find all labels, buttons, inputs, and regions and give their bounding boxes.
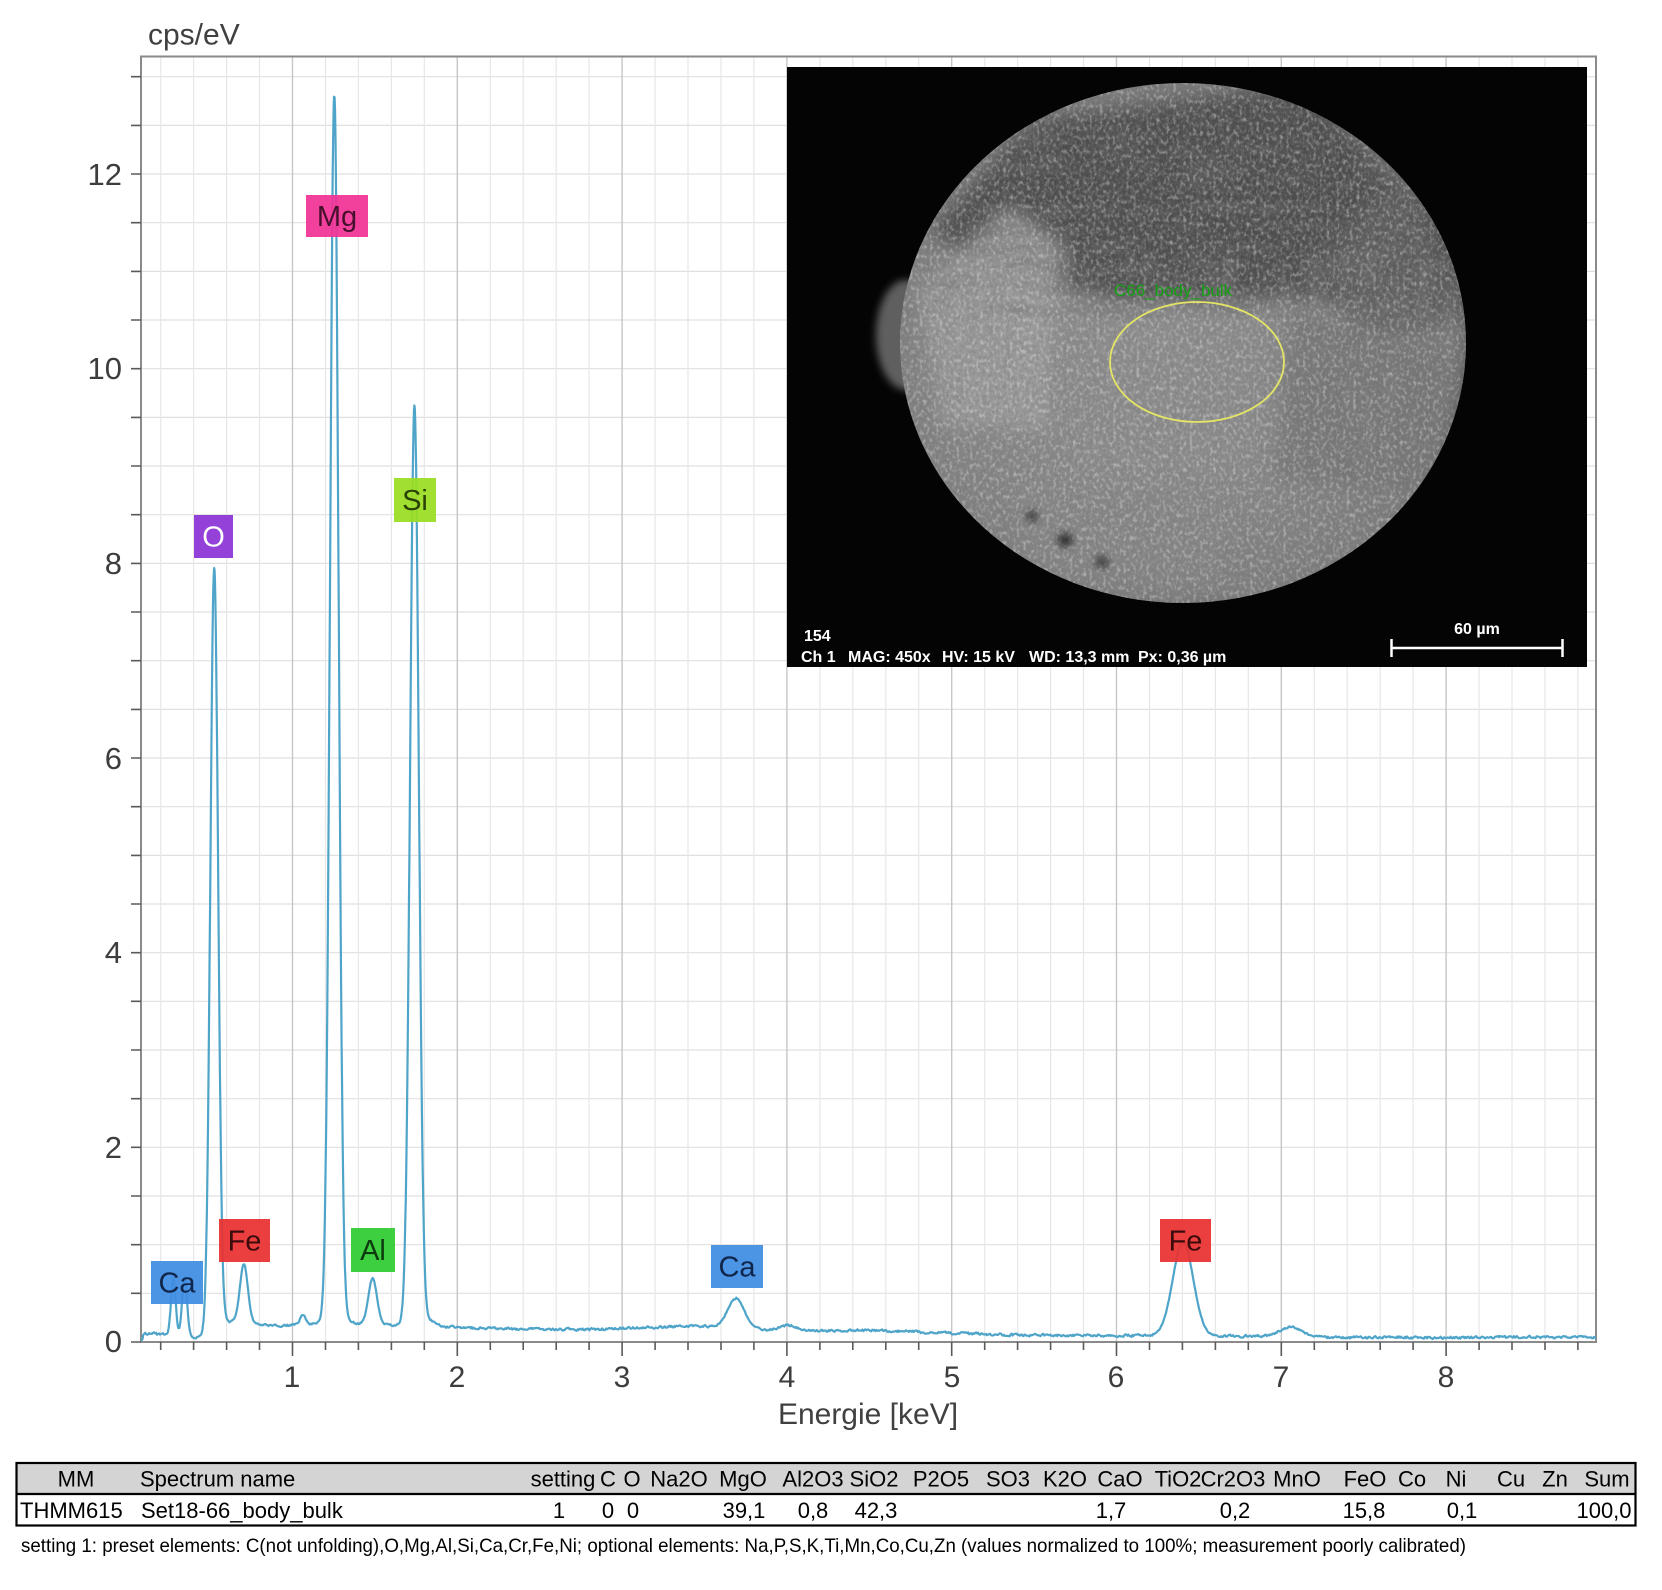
svg-text:Ni: Ni	[1446, 1467, 1467, 1492]
svg-text:Co: Co	[1398, 1467, 1426, 1492]
svg-text:FeO: FeO	[1344, 1467, 1387, 1492]
svg-text:setting 1: preset elements: C(: setting 1: preset elements: C(not unfold…	[21, 1535, 1466, 1557]
svg-text:MAG: 450x: MAG: 450x	[848, 649, 931, 666]
svg-text:WD: 13,3 mm: WD: 13,3 mm	[1029, 649, 1129, 666]
svg-text:8: 8	[1438, 1361, 1455, 1394]
svg-text:2: 2	[105, 1130, 122, 1165]
svg-text:6: 6	[105, 741, 122, 776]
svg-text:C: C	[600, 1467, 616, 1492]
svg-text:0,8: 0,8	[798, 1498, 829, 1523]
svg-text:Spectrum name: Spectrum name	[140, 1467, 295, 1492]
svg-text:5: 5	[944, 1361, 961, 1394]
svg-text:Energie [keV]: Energie [keV]	[778, 1398, 958, 1431]
svg-text:Sum: Sum	[1584, 1467, 1629, 1492]
svg-text:SO3: SO3	[986, 1467, 1030, 1492]
svg-text:60 µm: 60 µm	[1454, 621, 1500, 638]
svg-text:Na2O: Na2O	[650, 1467, 707, 1492]
svg-text:Set18-66_body_bulk: Set18-66_body_bulk	[141, 1498, 344, 1523]
svg-text:1: 1	[553, 1498, 565, 1523]
svg-text:Mg: Mg	[317, 201, 357, 233]
svg-text:MM: MM	[58, 1467, 95, 1492]
svg-text:Al: Al	[360, 1235, 386, 1267]
svg-text:K2O: K2O	[1043, 1467, 1087, 1492]
svg-text:12: 12	[88, 157, 122, 192]
svg-text:1: 1	[284, 1361, 301, 1394]
svg-text:P2O5: P2O5	[913, 1467, 969, 1492]
svg-text:Cr2O3: Cr2O3	[1201, 1467, 1266, 1492]
svg-text:7: 7	[1273, 1361, 1290, 1394]
svg-text:6: 6	[1108, 1361, 1125, 1394]
svg-text:setting: setting	[531, 1467, 596, 1492]
svg-text:4: 4	[779, 1361, 796, 1394]
svg-text:Fe: Fe	[228, 1226, 262, 1258]
svg-text:0: 0	[627, 1498, 639, 1523]
svg-text:THMM615: THMM615	[20, 1498, 123, 1523]
svg-text:0,1: 0,1	[1447, 1498, 1478, 1523]
svg-text:100,0: 100,0	[1576, 1498, 1631, 1523]
svg-text:O: O	[202, 522, 225, 554]
svg-text:Ch 1: Ch 1	[801, 649, 836, 666]
svg-text:15,8: 15,8	[1343, 1498, 1386, 1523]
svg-text:8: 8	[105, 546, 122, 581]
svg-text:10: 10	[88, 351, 122, 386]
svg-text:Al2O3: Al2O3	[782, 1467, 843, 1492]
svg-text:Si: Si	[402, 485, 428, 517]
svg-text:1,7: 1,7	[1096, 1498, 1127, 1523]
svg-text:HV: 15 kV: HV: 15 kV	[942, 649, 1015, 666]
svg-text:Cu: Cu	[1497, 1467, 1525, 1492]
svg-text:0,2: 0,2	[1220, 1498, 1251, 1523]
svg-text:TiO2: TiO2	[1155, 1467, 1202, 1492]
svg-text:42,3: 42,3	[855, 1498, 898, 1523]
svg-text:CaO: CaO	[1097, 1467, 1142, 1492]
svg-text:154: 154	[804, 628, 831, 645]
svg-text:cps/eV: cps/eV	[148, 19, 240, 52]
svg-text:C66_body_bulk: C66_body_bulk	[1114, 281, 1233, 300]
svg-text:Px: 0,36 µm: Px: 0,36 µm	[1138, 649, 1226, 666]
svg-text:Ca: Ca	[718, 1252, 756, 1284]
svg-text:3: 3	[614, 1361, 631, 1394]
svg-text:Fe: Fe	[1169, 1226, 1203, 1258]
svg-text:Zn: Zn	[1542, 1467, 1568, 1492]
svg-text:O: O	[623, 1467, 640, 1492]
svg-text:39,1: 39,1	[723, 1498, 766, 1523]
svg-text:0: 0	[105, 1324, 122, 1359]
svg-text:4: 4	[105, 935, 122, 970]
svg-text:SiO2: SiO2	[850, 1467, 899, 1492]
svg-text:2: 2	[449, 1361, 466, 1394]
svg-text:Ca: Ca	[158, 1268, 196, 1300]
svg-text:0: 0	[602, 1498, 614, 1523]
svg-text:MgO: MgO	[719, 1467, 767, 1492]
svg-text:MnO: MnO	[1273, 1467, 1321, 1492]
